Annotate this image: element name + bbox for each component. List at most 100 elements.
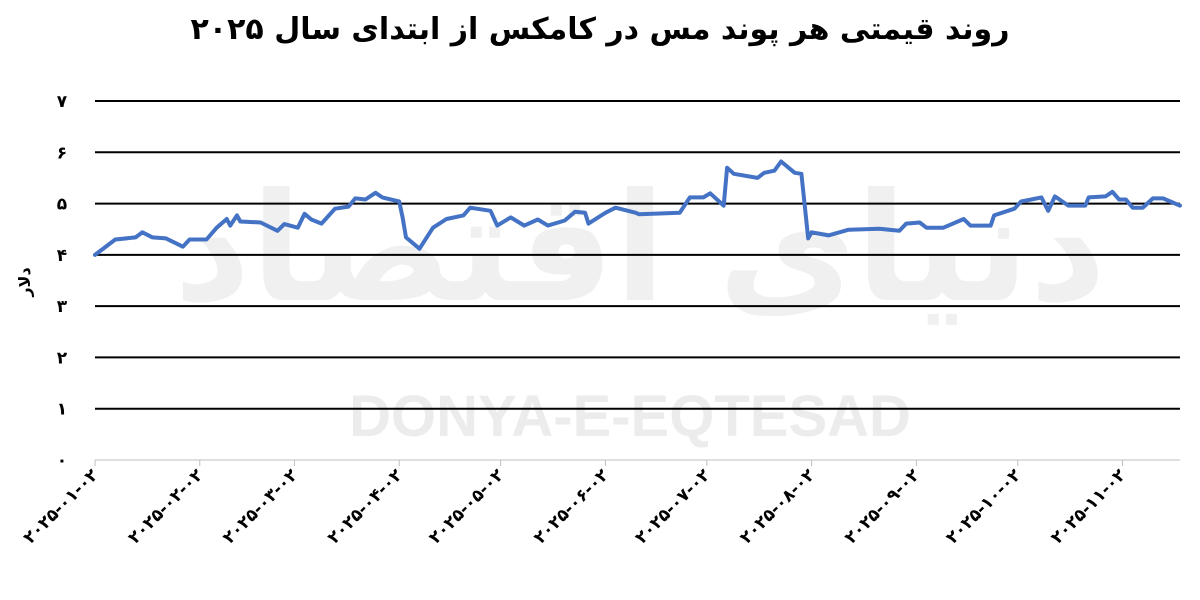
data-point [701, 195, 705, 199]
data-point [583, 211, 587, 215]
data-point [461, 213, 465, 217]
data-point [637, 212, 641, 216]
y-tick-label: ۱ [57, 400, 67, 420]
data-point [992, 213, 996, 217]
data-point [1151, 196, 1155, 200]
data-point [296, 226, 300, 230]
data-point [380, 195, 384, 199]
data-point [347, 205, 350, 209]
x-tick-label: ۲۰۲۵-۰۹-۰۲ [841, 465, 924, 548]
x-tick-label: ۲۰۲۵-۰۲-۰۲ [124, 465, 207, 548]
data-point [918, 221, 922, 225]
data-point [586, 222, 590, 226]
data-point [563, 218, 567, 222]
data-point [363, 197, 367, 201]
data-point [1178, 204, 1182, 208]
y-tick-label: ۰ [57, 451, 67, 471]
data-point [235, 213, 239, 217]
data-point [772, 169, 776, 173]
data-point [1019, 200, 1023, 204]
data-point [468, 206, 472, 210]
data-point [1083, 204, 1087, 208]
data-point [762, 171, 766, 175]
y-axis-ticks: ۰ ۱ ۲ ۳ ۴ ۵ ۶ ۷ [57, 92, 68, 471]
data-point [614, 206, 618, 210]
data-point [799, 172, 803, 176]
data-point [282, 222, 286, 226]
data-point [1124, 197, 1128, 201]
data-point [546, 224, 550, 228]
x-tick-label: ۲۰۲۵-۱۱-۰۲ [1047, 465, 1130, 548]
data-point [806, 236, 810, 240]
data-point [303, 212, 307, 216]
data-point [113, 237, 117, 241]
data-point [417, 247, 421, 251]
data-point [1066, 204, 1070, 208]
data-point [488, 209, 492, 213]
data-point [725, 166, 729, 170]
data-point [847, 228, 851, 232]
x-tick-label: ۲۰۲۵-۰۳-۰۲ [219, 465, 302, 548]
data-point [1029, 197, 1033, 201]
data-point [1053, 194, 1057, 198]
data-point [522, 224, 526, 228]
data-point [755, 176, 759, 180]
data-point [897, 229, 901, 233]
data-point [1012, 207, 1016, 211]
x-tick-label: ۲۰۲۵-۰۸-۰۲ [736, 465, 819, 548]
data-point [904, 222, 908, 226]
data-point [333, 207, 337, 211]
data-point [205, 237, 209, 241]
data-point [134, 235, 138, 239]
data-point [188, 237, 192, 241]
data-point [150, 235, 154, 239]
gridlines [95, 100, 1180, 410]
data-point [140, 230, 144, 234]
y-tick-label: ۵ [57, 195, 67, 215]
data-point [1117, 197, 1121, 201]
y-tick-label: ۶ [57, 143, 67, 163]
data-point [941, 226, 945, 230]
data-point [445, 217, 449, 221]
data-point [238, 220, 242, 224]
data-point [495, 224, 499, 228]
x-tick-label: ۲۰۲۵-۰۷-۰۲ [631, 465, 714, 548]
data-point [924, 226, 928, 230]
data-point [164, 236, 168, 240]
x-tick-label: ۲۰۲۵-۱۰-۰۲ [942, 465, 1025, 548]
watermark-text: DONYA-E-EQTESAD [349, 384, 911, 449]
y-tick-label: ۷ [57, 92, 68, 112]
data-point [793, 171, 797, 175]
data-point [877, 227, 881, 231]
data-point [1046, 209, 1050, 213]
data-point [353, 196, 357, 200]
data-point [962, 217, 966, 221]
price-line [93, 159, 1182, 257]
y-axis-label: دلار [15, 267, 34, 297]
data-point [509, 215, 513, 219]
data-point [603, 211, 607, 215]
data-point [404, 235, 408, 239]
data-point [431, 226, 435, 230]
data-point [968, 224, 972, 228]
data-point [1087, 195, 1091, 199]
x-tick-label: ۲۰۲۵-۰۱-۰۲ [20, 465, 103, 548]
data-point [276, 229, 280, 233]
data-point [1131, 206, 1135, 210]
data-point [215, 226, 219, 230]
data-point [93, 253, 97, 257]
data-point [688, 195, 692, 199]
data-point [826, 233, 830, 237]
data-point [1161, 196, 1165, 200]
x-tick-label: ۲۰۲۵-۰۵-۰۲ [425, 465, 508, 548]
data-point [309, 217, 313, 221]
data-point [1104, 194, 1108, 198]
chart-title: روند قیمتی هر پوند مس در کامکس از ابتدای… [190, 12, 1010, 47]
data-point [536, 217, 540, 221]
data-point [810, 230, 814, 234]
y-tick-label: ۲ [57, 348, 68, 368]
data-point [678, 211, 682, 215]
data-point [259, 221, 263, 225]
data-point [573, 210, 577, 214]
